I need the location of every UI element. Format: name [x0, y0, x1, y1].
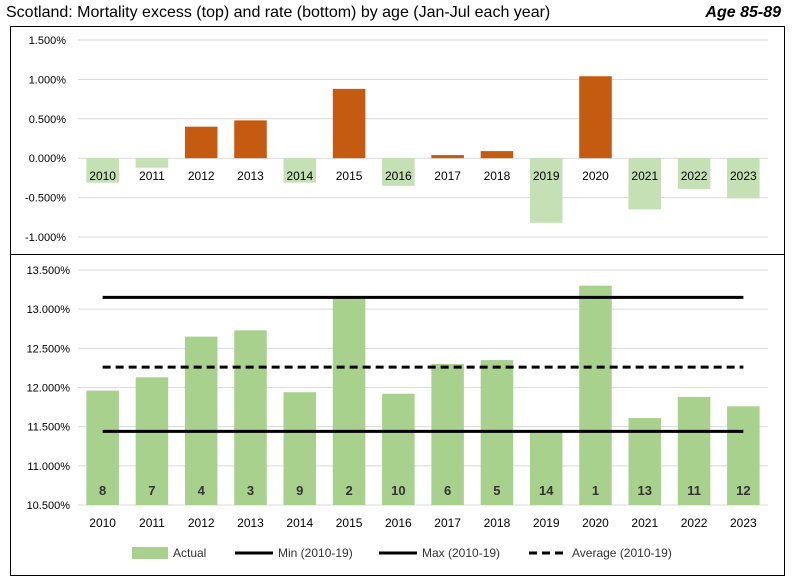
- legend-label-line: Max (2010-19): [422, 546, 500, 560]
- actual-bar: [135, 377, 169, 505]
- top-x-tick-label: 2019: [533, 169, 560, 183]
- top-x-tick-label: 2021: [631, 169, 658, 183]
- actual-bar: [677, 396, 711, 505]
- excess-bar: [382, 158, 415, 186]
- top-x-tick-label: 2023: [730, 169, 757, 183]
- excess-bar: [234, 120, 267, 159]
- top-x-tick-label: 2018: [484, 169, 511, 183]
- excess-bar: [677, 158, 711, 189]
- top-x-tick-label: 2012: [188, 169, 215, 183]
- bottom-x-tick-label: 2015: [336, 516, 363, 530]
- top-x-tick-label: 2016: [385, 169, 412, 183]
- actual-bar: [86, 390, 119, 505]
- bottom-x-tick-label: 2013: [237, 516, 264, 530]
- rank-label: 3: [247, 483, 254, 498]
- legend-label-line: Min (2010-19): [278, 546, 353, 560]
- bottom-x-tick-label: 2023: [730, 516, 757, 530]
- rank-label: 12: [736, 483, 750, 498]
- excess-bar: [283, 158, 317, 183]
- rank-label: 4: [198, 483, 206, 498]
- actual-bar: [579, 285, 612, 505]
- rank-label: 2: [345, 483, 352, 498]
- rank-label: 10: [391, 483, 405, 498]
- excess-bar: [135, 158, 169, 168]
- bottom-x-tick-label: 2019: [533, 516, 560, 530]
- excess-bar: [184, 126, 218, 159]
- bottom-x-tick-label: 2018: [484, 516, 511, 530]
- rank-label: 13: [638, 483, 652, 498]
- top-y-tick-label: 1.500%: [29, 35, 67, 47]
- actual-bar: [234, 330, 267, 505]
- excess-bar: [332, 88, 366, 159]
- legend-swatch-actual: [132, 547, 168, 559]
- top-x-tick-label: 2010: [89, 169, 116, 183]
- rate-chart-frame: [10, 254, 785, 576]
- top-x-tick-label: 2013: [237, 169, 264, 183]
- bottom-x-tick-label: 2017: [434, 516, 461, 530]
- top-y-tick-label: 0.000%: [29, 153, 67, 165]
- bottom-y-tick-label: 13.000%: [27, 304, 71, 316]
- bottom-x-tick-label: 2016: [385, 516, 412, 530]
- top-x-tick-label: 2022: [681, 169, 708, 183]
- actual-bar: [184, 336, 218, 505]
- top-x-tick-label: 2017: [434, 169, 461, 183]
- bottom-x-tick-label: 2011: [139, 516, 165, 530]
- chart-title: Scotland: Mortality excess (top) and rat…: [6, 4, 551, 21]
- rank-label: 8: [99, 483, 106, 498]
- top-y-tick-label: 1.000%: [29, 74, 67, 86]
- excess-bar: [86, 158, 119, 183]
- excess-bar: [628, 158, 662, 210]
- bottom-y-tick-label: 10.500%: [27, 500, 71, 512]
- bottom-x-tick-label: 2014: [286, 516, 313, 530]
- actual-bar: [529, 431, 563, 505]
- actual-bar: [332, 297, 366, 505]
- bottom-x-tick-label: 2010: [89, 516, 116, 530]
- rank-label: 11: [687, 483, 701, 498]
- excess-bar: [579, 76, 612, 159]
- top-y-tick-label: -1.000%: [25, 232, 66, 244]
- age-group-label: Age 85-89: [705, 4, 781, 21]
- legend-label-actual: Actual: [173, 546, 206, 560]
- actual-bar: [382, 393, 415, 505]
- legend-label-line: Average (2010-19): [572, 546, 672, 560]
- top-x-tick-label: 2011: [139, 169, 165, 183]
- top-x-tick-label: 2015: [336, 169, 363, 183]
- rank-label: 14: [539, 483, 554, 498]
- rank-label: 7: [148, 483, 155, 498]
- excess-bar: [431, 155, 464, 159]
- actual-bar: [283, 392, 317, 505]
- excess-chart-frame: [10, 26, 785, 254]
- top-x-tick-label: 2014: [286, 169, 313, 183]
- excess-bar: [480, 151, 514, 159]
- bottom-y-tick-label: 11.500%: [27, 422, 70, 434]
- top-y-tick-label: 0.500%: [29, 114, 67, 126]
- rank-label: 5: [493, 483, 500, 498]
- bottom-y-tick-label: 13.500%: [27, 265, 71, 277]
- rank-label: 1: [592, 483, 599, 498]
- bottom-y-tick-label: 12.500%: [27, 343, 71, 355]
- top-y-tick-label: -0.500%: [25, 193, 66, 205]
- excess-bar: [529, 158, 563, 223]
- rank-label: 9: [296, 483, 303, 498]
- bottom-x-tick-label: 2020: [582, 516, 609, 530]
- rank-label: 6: [444, 483, 451, 498]
- bottom-y-tick-label: 12.000%: [27, 383, 71, 395]
- top-x-tick-label: 2020: [582, 169, 609, 183]
- bottom-x-tick-label: 2021: [631, 516, 658, 530]
- actual-bar: [727, 406, 760, 505]
- actual-bar: [431, 364, 464, 505]
- excess-bar: [727, 158, 760, 199]
- bottom-x-tick-label: 2022: [681, 516, 708, 530]
- bottom-y-tick-label: 11.000%: [27, 461, 70, 473]
- bottom-x-tick-label: 2012: [188, 516, 215, 530]
